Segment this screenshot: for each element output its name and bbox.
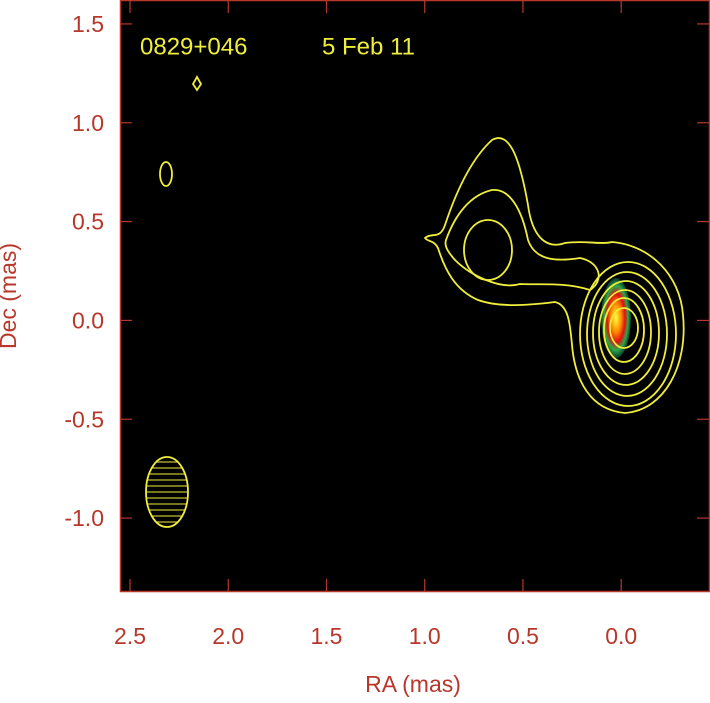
- contour: [586, 271, 668, 397]
- contour: [423, 137, 685, 414]
- contour: [592, 280, 660, 386]
- x-tick-label: 0.5: [507, 623, 539, 649]
- y-tick-label: -1.0: [64, 505, 104, 531]
- y-axis-label: Dec (mas): [0, 243, 21, 349]
- y-tick-label: 1.5: [72, 11, 104, 37]
- contour: [191, 75, 203, 92]
- contour: [159, 161, 173, 187]
- y-tick-label: -0.5: [64, 406, 104, 432]
- y-tick-label: 1.0: [72, 110, 104, 136]
- contour: [609, 307, 639, 349]
- beam-hatch: [146, 461, 188, 523]
- source-name: 0829+046: [140, 33, 247, 60]
- contour: [598, 289, 652, 375]
- x-tick-label: 2.5: [114, 623, 146, 649]
- y-tick-label: 0.5: [72, 209, 104, 235]
- contour: [603, 297, 645, 363]
- x-tick-label: 1.5: [310, 623, 342, 649]
- x-tick-label: 1.0: [409, 623, 441, 649]
- contour: [444, 189, 600, 291]
- x-tick-label: 2.0: [212, 623, 244, 649]
- contour-map: [145, 75, 685, 528]
- epoch: 5 Feb 11: [322, 33, 415, 60]
- x-tick-label: 0.0: [605, 623, 637, 649]
- beam: [145, 456, 189, 528]
- contour: [579, 261, 677, 407]
- x-axis-label: RA (mas): [365, 671, 461, 697]
- y-tick-label: 0.0: [72, 307, 104, 333]
